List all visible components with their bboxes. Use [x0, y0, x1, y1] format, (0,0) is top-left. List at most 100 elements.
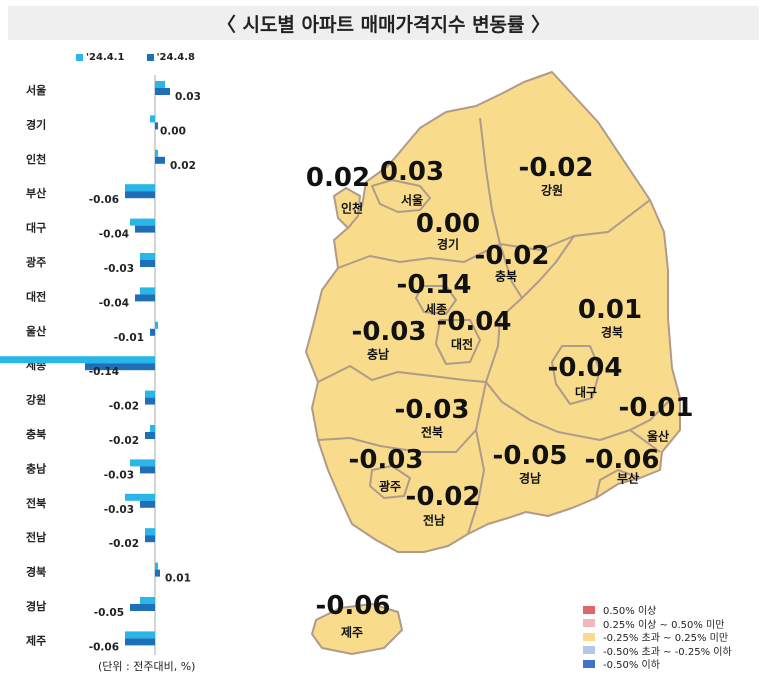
map-value-대구: -0.04 — [547, 353, 623, 383]
map-legend-label: -0.25% 초과 ~ 0.25% 미만 — [603, 633, 729, 645]
map-borders — [317, 117, 673, 535]
bar-this-week — [85, 363, 155, 371]
bar-this-week — [140, 466, 155, 474]
map-legend-label: 0.50% 이상 — [603, 606, 657, 618]
bar-prev-week — [130, 459, 155, 467]
map-legend-swatch — [583, 646, 595, 655]
value-label: -0.03 — [104, 263, 134, 275]
legend-swatch-this-week — [146, 54, 154, 61]
bar-chart: 서울 0.03 경기 0.00 인천 0.02 부산 -0.06 대구 -0.04 광주 -0.03 대… — [0, 75, 201, 655]
bar-this-week — [135, 225, 155, 233]
bar-prev-week — [150, 115, 155, 123]
bar-prev-week — [0, 356, 155, 364]
map-region-name: 강원 — [540, 183, 564, 198]
bar-this-week — [145, 535, 155, 543]
value-label: 0.00 — [160, 125, 186, 137]
map-region-name: 경남 — [518, 471, 542, 486]
category-label: 서울 — [26, 83, 46, 97]
bar-this-week — [155, 569, 160, 577]
bar-this-week — [140, 500, 155, 508]
value-label: -0.06 — [89, 194, 119, 206]
legend-item-this-week: '24.4.8 — [146, 52, 196, 63]
category-label: 울산 — [26, 324, 46, 338]
category-label: 대전 — [26, 289, 46, 303]
map-value-서울: 0.03 — [379, 157, 445, 187]
map-region-name: 세종 — [424, 302, 448, 317]
mainland-shape — [305, 71, 681, 553]
category-label: 광주 — [26, 256, 46, 269]
map-value-광주: -0.03 — [348, 445, 424, 475]
unit-note: (단위 : 전주대비, %) — [98, 660, 196, 673]
map-value-전북: -0.03 — [394, 395, 470, 425]
bar-prev-week — [155, 321, 158, 329]
value-label: -0.04 — [99, 229, 129, 241]
map-legend-row: 0.25% 이상 ~ 0.50% 미만 — [583, 617, 732, 631]
map-value-대전: -0.04 — [436, 307, 512, 337]
value-label: -0.04 — [99, 297, 129, 309]
map-legend-swatch — [583, 605, 595, 614]
bar-prev-week — [150, 425, 155, 432]
bar-prev-week — [145, 390, 155, 398]
value-label: -0.05 — [94, 607, 124, 619]
map-region-name: 경기 — [436, 237, 460, 252]
bar-this-week — [155, 156, 165, 164]
map-value-울산: -0.01 — [618, 393, 694, 423]
map-legend-row: -0.50% 이하 — [583, 657, 732, 671]
legend-swatch-prev-week — [76, 54, 83, 61]
bar-prev-week — [125, 493, 155, 501]
map-legend-label: -0.50% 이하 — [603, 660, 660, 672]
bar-prev-week — [140, 597, 155, 604]
map-region-name: 전북 — [420, 425, 444, 440]
legend-label-this-week: '24.4.8 — [156, 52, 196, 63]
bar-this-week — [125, 638, 155, 646]
category-label: 경남 — [26, 599, 46, 613]
map-value-부산: -0.06 — [584, 445, 660, 475]
map-value-전남: -0.02 — [405, 482, 481, 512]
map-legend-swatch — [583, 659, 595, 668]
value-label: -0.01 — [114, 332, 144, 344]
map-legend-label: -0.50% 초과 ~ -0.25% 이하 — [603, 646, 732, 658]
map-value-경기: 0.00 — [415, 209, 481, 239]
map-legend-row: -0.50% 초과 ~ -0.25% 이하 — [583, 644, 732, 658]
bar-prev-week — [125, 631, 155, 639]
map-legend: 0.50% 이상 0.25% 이상 ~ 0.50% 미만 -0.25% 초과 ~… — [583, 603, 732, 671]
bar-prev-week — [145, 528, 155, 536]
bar-this-week — [150, 328, 155, 336]
value-label: 0.01 — [165, 573, 191, 585]
map-value-충북: -0.02 — [474, 241, 550, 271]
value-label: -0.03 — [104, 504, 134, 516]
bar-prev-week — [140, 253, 155, 260]
category-label: 인천 — [26, 152, 46, 166]
jeju-island — [311, 603, 403, 655]
value-label: -0.02 — [109, 538, 139, 550]
bar-legend: '24.4.1 '24.4.8 — [76, 52, 195, 63]
map-legend-row: -0.25% 초과 ~ 0.25% 미만 — [583, 630, 732, 644]
bar-prev-week — [155, 81, 165, 88]
map-value-인천: 0.02 — [305, 163, 371, 193]
map-region-name: 충남 — [366, 347, 390, 362]
map-region-name: 제주 — [340, 625, 364, 640]
category-label: 강원 — [26, 393, 46, 407]
map-value-경남: -0.05 — [492, 441, 568, 471]
map-region-name: 경북 — [600, 325, 624, 340]
category-label: 충북 — [26, 427, 46, 441]
value-label: -0.02 — [109, 401, 139, 413]
map-land — [305, 71, 681, 655]
value-label: -0.06 — [89, 641, 119, 653]
category-label: 부산 — [26, 186, 46, 200]
category-label: 경북 — [26, 565, 46, 579]
category-label: 충남 — [26, 461, 46, 475]
map-value-세종: -0.14 — [396, 270, 472, 300]
bar-this-week — [140, 260, 155, 267]
map-region-name: 부산 — [616, 471, 640, 486]
bar-prev-week — [155, 149, 158, 157]
bar-this-week — [145, 397, 155, 405]
map-region-name: 광주 — [378, 479, 402, 494]
value-label: 0.03 — [175, 91, 201, 103]
category-label: 전남 — [26, 530, 46, 544]
map-value-제주: -0.06 — [315, 591, 391, 621]
bar-this-week — [145, 432, 155, 439]
category-label: 경기 — [26, 117, 46, 131]
